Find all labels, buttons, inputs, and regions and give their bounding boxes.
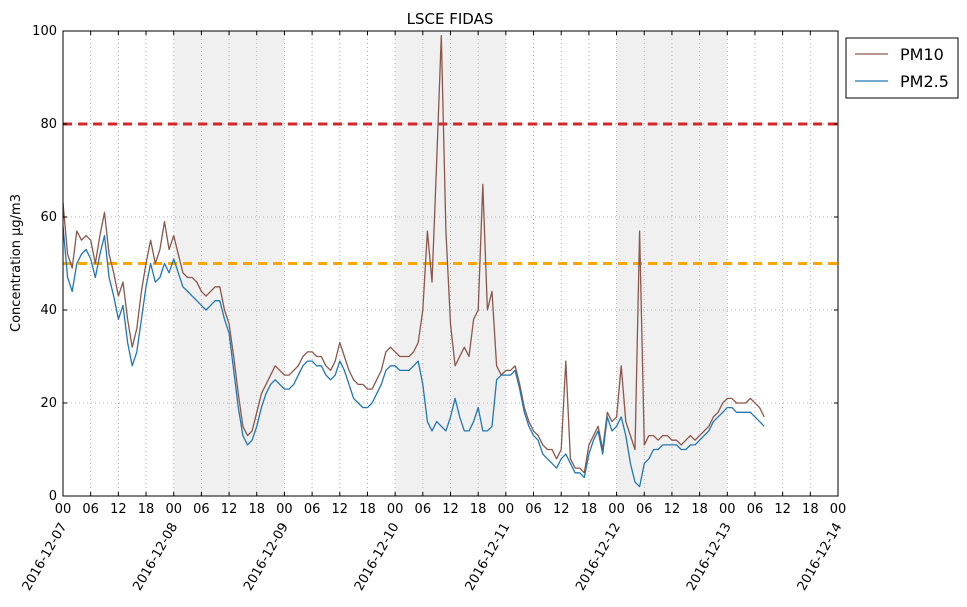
x-tick-label-hour: 18 [359,502,376,517]
y-axis-label: Concentration µg/m3 [9,194,24,332]
x-tick-label-hour: 06 [525,502,542,517]
y-tick-label: 0 [49,489,57,504]
x-tick-label-hour: 18 [470,502,487,517]
x-tick-label-hour: 00 [55,502,72,517]
x-tick-label-hour: 06 [193,502,210,517]
series-line-pm25 [62,226,765,488]
reference-lines [63,122,838,265]
chart-title: LSCE FIDAS [407,10,494,28]
legend-label: PM10 [900,45,944,64]
x-tick-label-hour: 06 [747,502,764,517]
x-tick-label-hour: 12 [332,502,349,517]
x-tick-label-hour: 00 [498,502,515,517]
y-tick-label: 80 [40,117,57,132]
y-axis: 0 20 40 60 80 100 [32,24,838,504]
x-tick-label-hour: 18 [581,502,598,517]
x-tick-label-hour: 12 [221,502,238,517]
y-tick-label: 40 [40,303,57,318]
x-tick-label-hour: 12 [553,502,570,517]
y-tick-label: 20 [40,396,57,411]
x-tick-label-hour: 00 [608,502,625,517]
x-tick-label-hour: 00 [165,502,182,517]
x-tick-label-hour: 06 [636,502,653,517]
x-tick-label-hour: 18 [248,502,265,517]
x-tick-label-hour: 18 [138,502,155,517]
x-tick-label-hour: 00 [387,502,404,517]
x-tick-label-hour: 12 [774,502,791,517]
legend-label: PM2.5 [900,72,949,91]
x-tick-label-hour: 00 [276,502,293,517]
series-line-pm10 [62,34,765,474]
x-tick-label-hour: 00 [719,502,736,517]
x-tick-label-hour: 18 [691,502,708,517]
x-tick-label-hour: 00 [830,502,847,517]
x-tick-label-hour: 06 [304,502,321,517]
x-tick-label-hour: 06 [415,502,432,517]
y-tick-label: 60 [40,210,57,225]
x-tick-label-hour: 06 [82,502,99,517]
x-tick-label-hour: 12 [110,502,127,517]
legend-box [845,37,959,99]
x-tick-label-hour: 12 [664,502,681,517]
x-tick-label-hour: 12 [442,502,459,517]
y-tick-label: 100 [32,24,57,39]
x-tick-label-hour: 18 [802,502,819,517]
legend: PM10 PM2.5 [845,37,959,99]
series-layer [62,34,765,488]
